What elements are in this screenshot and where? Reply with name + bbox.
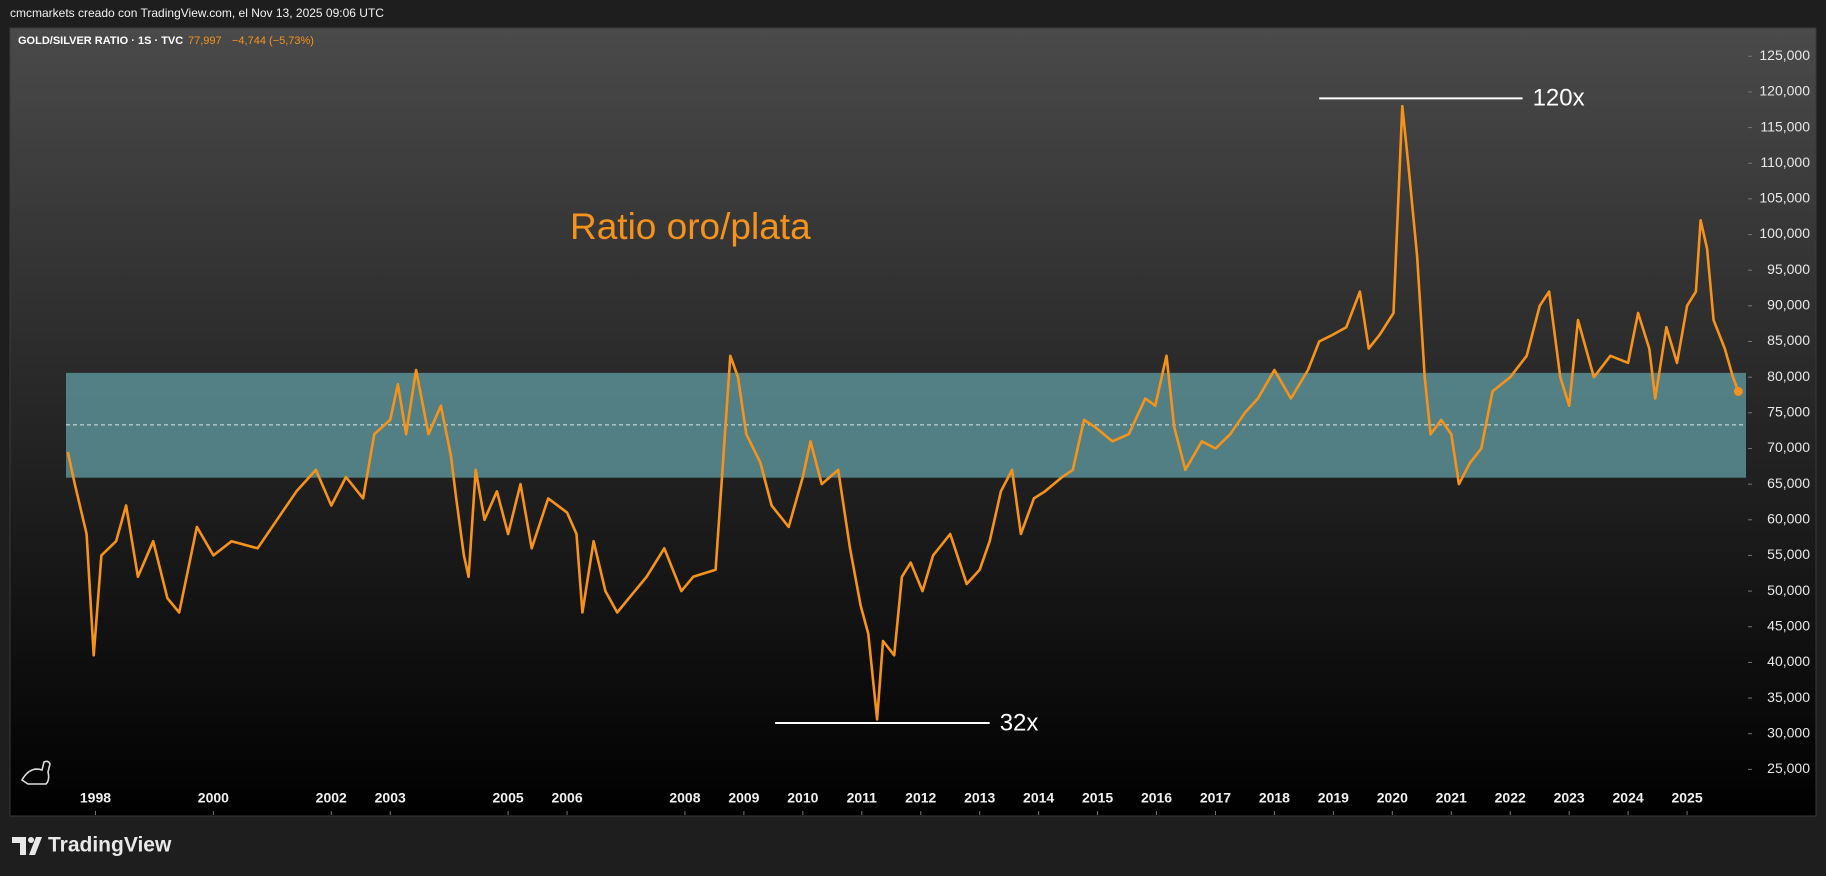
y-tick-label: 70,000 [1767, 439, 1810, 455]
y-tick-label: 115,000 [1760, 118, 1810, 134]
dino-icon [20, 760, 51, 785]
x-tick-label: 2008 [669, 790, 700, 806]
x-tick-label: 2024 [1613, 790, 1644, 806]
y-tick-label: 50,000 [1767, 582, 1810, 598]
y-tick-label: 55,000 [1767, 546, 1810, 562]
y-tick-label: 85,000 [1767, 332, 1810, 348]
x-tick-label: 2016 [1141, 790, 1172, 806]
x-tick-label: 1998 [80, 790, 111, 806]
y-tick-label: 40,000 [1767, 653, 1810, 669]
x-tick-label: 2020 [1377, 790, 1408, 806]
x-tick-label: 2014 [1023, 790, 1054, 806]
last-value-dot [1733, 386, 1743, 396]
header: cmcmarkets creado con TradingView.com, e… [10, 6, 384, 20]
y-tick-label: 75,000 [1767, 404, 1810, 420]
x-tick-label: 2018 [1259, 790, 1290, 806]
y-tick-label: 125,000 [1759, 47, 1810, 63]
x-tick-label: 2010 [787, 790, 818, 806]
change: −4,744 (−5,73%) [232, 35, 314, 47]
y-tick-label: 105,000 [1759, 190, 1810, 206]
annotation-label: 32x [1000, 709, 1039, 736]
y-tick-label: 30,000 [1767, 724, 1810, 740]
x-tick-label: 2006 [551, 790, 582, 806]
y-tick-label: 120,000 [1759, 83, 1810, 99]
x-tick-label: 2022 [1495, 790, 1526, 806]
x-tick-label: 2000 [198, 790, 229, 806]
y-tick-label: 95,000 [1767, 261, 1810, 277]
y-tick-label: 35,000 [1767, 689, 1810, 705]
x-tick-label: 2011 [847, 790, 878, 806]
x-tick-label: 2002 [316, 790, 347, 806]
symbol: GOLD/SILVER RATIO · 1S · TVC [18, 35, 183, 47]
y-tick-label: 100,000 [1759, 225, 1810, 241]
x-tick-label: 2003 [375, 790, 406, 806]
x-tick-label: 2019 [1318, 790, 1349, 806]
y-tick-label: 25,000 [1767, 760, 1810, 776]
x-tick-label: 2021 [1436, 790, 1467, 806]
y-tick-label: 110,000 [1760, 154, 1810, 170]
last-value: 77,997 [188, 35, 222, 47]
brand-logo [12, 837, 42, 855]
series-line [66, 104, 1740, 721]
x-tick-label: 2009 [728, 790, 759, 806]
chart-title: Ratio oro/plata [570, 206, 811, 247]
y-tick-label: 60,000 [1767, 510, 1810, 526]
y-tick-label: 65,000 [1767, 475, 1810, 491]
x-tick-label: 2017 [1200, 790, 1231, 806]
x-tick-label: 2005 [493, 790, 524, 806]
brand: TradingView [48, 834, 172, 857]
y-tick-label: 80,000 [1767, 368, 1810, 384]
y-tick-label: 90,000 [1767, 297, 1810, 313]
x-tick-label: 2013 [964, 790, 995, 806]
x-tick-label: 2023 [1554, 790, 1585, 806]
x-tick-label: 2025 [1671, 790, 1702, 806]
x-tick-label: 2015 [1082, 790, 1113, 806]
annotation-label: 120x [1533, 85, 1585, 112]
y-tick-label: 45,000 [1767, 617, 1810, 633]
x-tick-label: 2012 [905, 790, 936, 806]
